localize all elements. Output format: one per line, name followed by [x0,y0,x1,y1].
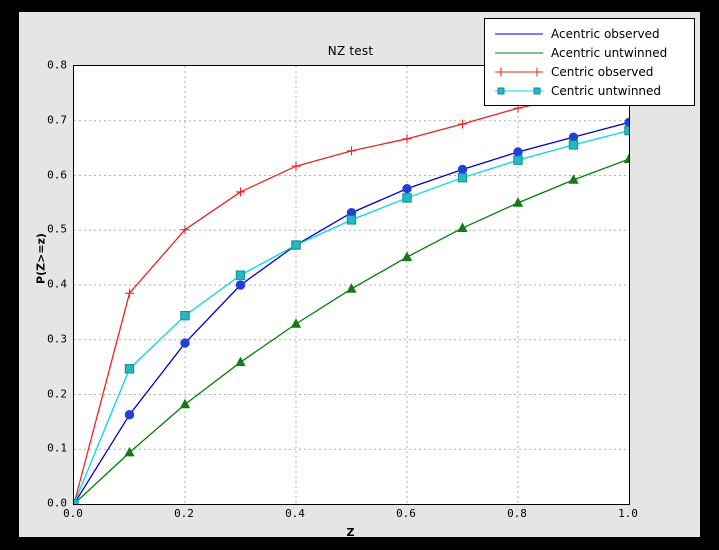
marker-triangle-acentric-untwinned [401,251,413,261]
matplotlib-figure: NZ test P(Z>=z) Z 0.0 0.1 0.2 0.3 0.4 0.5 0.6 0… [19,12,700,539]
marker-triangle-acentric-untwinned [179,398,191,409]
series-acentric-observed [74,117,629,504]
series-centric-untwinned [74,125,629,504]
x-axis-label: Z [346,526,355,539]
y-tick-label: 0.3 [47,332,67,346]
series-centric-observed [74,82,629,504]
marker-plus-centric-observed [458,119,467,129]
marker-triangle-acentric-untwinned [124,446,135,457]
x-tick-label: 0.2 [174,507,194,520]
y-tick-label: 0.0 [47,496,67,510]
marker-triangle-acentric-untwinned [346,283,357,293]
marker-square-centric-untwinned [513,155,523,165]
marker-square-centric-untwinned [124,364,135,374]
marker-plus-centric-observed [347,146,356,156]
series-line-acentric-observed [74,121,629,504]
marker-square-centric-untwinned [235,270,246,280]
marker-circle-acentric-observed [513,147,523,157]
plot-area [73,65,630,505]
x-tick-label: 0.8 [507,507,527,520]
marker-circle-acentric-observed [624,117,629,128]
y-tick-label: 0.4 [47,277,67,291]
x-tick-label: 1.0 [618,507,638,520]
chart-title: NZ test [327,44,374,58]
y-tick-label: 0.5 [47,222,67,236]
marker-triangle-acentric-untwinned [512,197,524,207]
marker-circle-acentric-observed [402,183,412,194]
legend-line-icon [495,33,543,34]
marker-plus-centric-observed [180,225,190,235]
legend-swatch-centric-observed [491,63,547,81]
marker-plus-centric-observed [236,187,245,197]
x-axis-tick-labels: 0.0 0.2 0.4 0.6 0.8 1.0 [63,507,638,527]
x-tick-label: 0.4 [285,507,305,520]
marker-circle-acentric-observed [568,132,579,142]
marker-circle-acentric-observed [180,338,190,348]
legend-square-marker-icon [533,87,541,94]
legend-swatch-acentric-untwinned [491,44,547,62]
legend-item-centric-observed[interactable]: Centric observed [491,62,688,81]
marker-square-centric-untwinned [624,125,629,136]
y-tick-label: 0.1 [47,441,67,455]
chart-legend[interactable]: Acentric observed Acentric untwinned Centr… [484,18,695,106]
marker-circle-acentric-observed [457,164,468,175]
x-tick-label: 0.6 [396,507,416,520]
legend-line-icon [495,90,543,91]
legend-line-icon [495,71,543,72]
marker-square-centric-untwinned [74,499,79,504]
marker-plus-centric-observed [125,288,134,298]
x-tick-label: 0.0 [63,507,83,520]
marker-circle-acentric-observed [235,280,246,290]
y-tick-label: 0.8 [47,58,67,72]
marker-triangle-acentric-untwinned [457,222,468,232]
legend-line-icon [495,52,543,53]
legend-swatch-centric-untwinned [491,82,547,100]
marker-triangle-acentric-untwinned [623,153,629,163]
y-tick-label: 0.2 [47,387,67,400]
legend-square-marker-icon [497,87,505,94]
series-line-centric-untwinned [74,129,629,504]
marker-circle-acentric-observed [124,410,135,420]
marker-triangle-acentric-untwinned [235,356,246,367]
marker-square-centric-untwinned [457,172,468,183]
marker-triangle-acentric-untwinned [568,174,579,184]
marker-triangle-acentric-untwinned [290,318,302,328]
y-tick-label: 0.7 [47,113,67,127]
legend-swatch-acentric-observed [491,25,547,43]
series-acentric-untwinned [74,153,629,504]
legend-plus-marker-icon [532,67,542,76]
marker-square-centric-untwinned [291,240,301,250]
legend-item-acentric-untwinned[interactable]: Acentric untwinned [491,43,688,62]
legend-plus-marker-icon [496,67,506,76]
series-group [74,82,629,504]
y-tick-label: 0.6 [47,168,67,181]
marker-plus-centric-observed [291,161,301,171]
legend-label: Centric untwinned [551,83,662,98]
legend-item-acentric-observed[interactable]: Acentric observed [491,24,688,43]
y-axis-tick-labels: 0.0 0.1 0.2 0.3 0.4 0.5 0.6 0.7 0.8 [19,59,67,510]
legend-label: Centric observed [551,64,654,79]
legend-label: Acentric observed [551,26,660,41]
marker-square-centric-untwinned [180,310,190,321]
legend-item-centric-untwinned[interactable]: Centric untwinned [491,81,688,100]
marker-plus-centric-observed [402,134,412,144]
grid-lines [74,66,629,504]
legend-label: Acentric untwinned [551,45,668,60]
marker-square-centric-untwinned [402,193,412,203]
chart-canvas [74,66,629,504]
marker-square-centric-untwinned [346,215,357,225]
marker-square-centric-untwinned [568,140,579,150]
